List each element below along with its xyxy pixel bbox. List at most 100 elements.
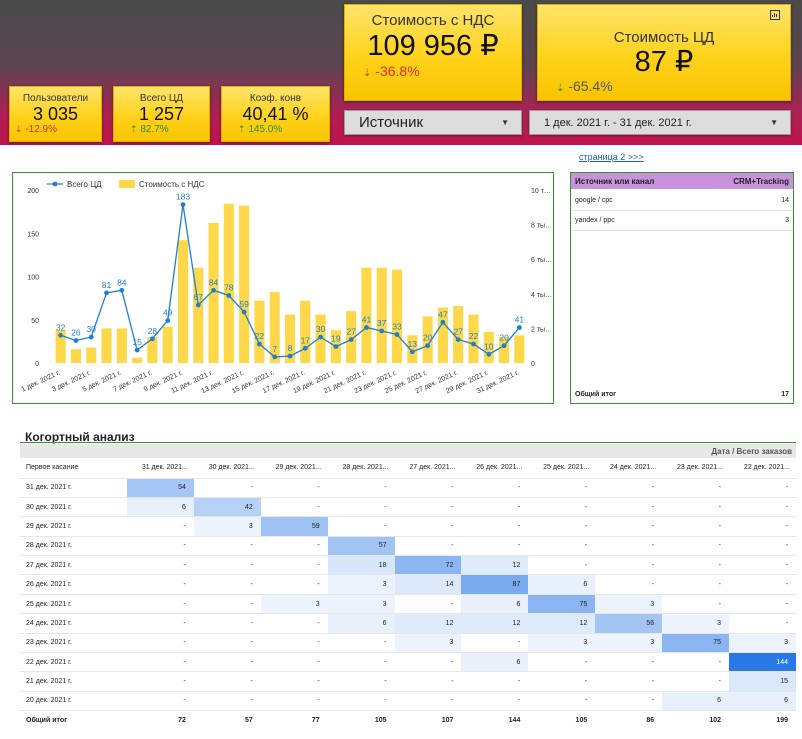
cohort-cell: - xyxy=(394,652,462,673)
line-point[interactable] xyxy=(471,341,476,347)
line-point[interactable] xyxy=(257,341,262,347)
line-point[interactable] xyxy=(440,319,446,325)
data-label: 49 xyxy=(163,308,173,318)
bar[interactable] xyxy=(300,300,311,363)
cohort-first-col-header[interactable]: Первое касание xyxy=(20,458,127,479)
data-label: 27 xyxy=(346,327,356,337)
bar[interactable] xyxy=(269,292,280,363)
bar[interactable] xyxy=(437,307,448,363)
cohort-cell: - xyxy=(528,671,596,692)
line-point[interactable] xyxy=(318,334,323,340)
bar[interactable] xyxy=(468,314,479,363)
data-label: 17 xyxy=(301,335,311,345)
cohort-column-header[interactable]: 29 дек. 2021... xyxy=(260,458,328,479)
bar[interactable] xyxy=(239,205,250,363)
line-point[interactable] xyxy=(119,287,125,293)
line-point[interactable] xyxy=(302,345,308,351)
line-point[interactable] xyxy=(58,332,63,338)
bar[interactable] xyxy=(361,267,372,363)
line-point[interactable] xyxy=(195,302,201,308)
bar[interactable] xyxy=(55,330,66,363)
page-2-link[interactable]: страница 2 >>> xyxy=(579,152,644,162)
line-point[interactable] xyxy=(134,347,140,353)
bar[interactable] xyxy=(162,326,173,363)
cohort-cell: - xyxy=(595,652,663,673)
line-point[interactable] xyxy=(455,337,461,342)
cohort-column-header[interactable]: 25 дек. 2021... xyxy=(528,458,596,479)
cohort-cell: - xyxy=(260,652,328,673)
cohort-column-header[interactable]: 28 дек. 2021... xyxy=(327,458,395,479)
source-table-row[interactable]: yandex / ppc 3 xyxy=(571,211,793,231)
cohort-column-header[interactable]: 23 дек. 2021... xyxy=(662,458,730,479)
line-point[interactable] xyxy=(486,351,492,357)
bar[interactable] xyxy=(422,316,433,363)
line-point[interactable] xyxy=(409,349,415,355)
line-point[interactable] xyxy=(287,353,293,359)
bar[interactable] xyxy=(483,331,494,363)
data-label: 84 xyxy=(117,277,127,287)
bar[interactable] xyxy=(147,337,158,363)
cohort-cell: - xyxy=(729,478,796,498)
bar[interactable] xyxy=(376,267,387,363)
cohort-cell: - xyxy=(193,574,261,595)
cohort-cell: - xyxy=(127,671,194,692)
bar[interactable] xyxy=(70,349,81,363)
line-point[interactable] xyxy=(165,318,171,323)
date-range-dropdown[interactable]: 1 дек. 2021 г. - 31 дек. 2021 г. ▼ xyxy=(529,110,791,135)
line-point[interactable] xyxy=(241,309,247,315)
bar[interactable] xyxy=(193,267,204,363)
cohort-column-header[interactable]: 26 дек. 2021... xyxy=(461,458,529,479)
source-table-row[interactable]: google / cpc 14 xyxy=(571,191,793,211)
data-label: 30 xyxy=(86,324,96,334)
bar[interactable] xyxy=(346,311,357,363)
bar[interactable] xyxy=(407,335,418,363)
kpi-total-cd-label: Всего ЦД xyxy=(139,93,184,104)
cohort-column-header[interactable]: 24 дек. 2021... xyxy=(595,458,663,479)
bar[interactable] xyxy=(392,269,403,363)
line-point[interactable] xyxy=(379,328,385,334)
bar[interactable] xyxy=(116,328,127,363)
bar[interactable] xyxy=(132,357,143,363)
bar[interactable] xyxy=(86,347,97,363)
arrow-down-icon: ⇣ xyxy=(15,124,23,134)
line-point[interactable] xyxy=(180,202,186,208)
line-point[interactable] xyxy=(425,343,430,349)
bar[interactable] xyxy=(101,328,112,363)
bar[interactable] xyxy=(208,222,219,363)
cohort-column-header[interactable]: 31 дек. 2021... xyxy=(127,458,194,479)
line-point[interactable] xyxy=(73,338,79,343)
bar[interactable] xyxy=(223,203,234,363)
cohort-column-header[interactable]: 30 дек. 2021... xyxy=(193,458,261,479)
line-point[interactable] xyxy=(211,287,216,293)
cohort-cell: - xyxy=(127,574,194,595)
line-point[interactable] xyxy=(517,325,522,330)
line-point[interactable] xyxy=(333,344,339,349)
line-point[interactable] xyxy=(501,343,507,349)
line-point[interactable] xyxy=(272,354,278,360)
source-filter-dropdown[interactable]: Источник ▼ xyxy=(344,110,522,135)
cohort-cell: - xyxy=(528,555,596,576)
cohort-cell: - xyxy=(461,633,529,654)
cohort-column-header[interactable]: 22 дек. 2021... xyxy=(729,458,796,479)
cohort-column-header[interactable]: 27 дек. 2021... xyxy=(394,458,462,479)
line-point[interactable] xyxy=(348,337,354,342)
cohort-cell: - xyxy=(327,633,395,654)
bar[interactable] xyxy=(453,305,464,363)
line-point[interactable] xyxy=(226,293,232,298)
line-point[interactable] xyxy=(88,334,94,340)
bar[interactable] xyxy=(285,314,296,363)
line-point[interactable] xyxy=(104,290,109,296)
chart-icon[interactable] xyxy=(770,10,780,20)
data-label: 41 xyxy=(515,315,525,325)
bar[interactable] xyxy=(254,300,265,363)
source-name: yandex / ppc xyxy=(575,217,615,224)
bar[interactable] xyxy=(514,335,525,363)
line-point[interactable] xyxy=(364,325,369,330)
bar[interactable] xyxy=(177,240,188,363)
line-point[interactable] xyxy=(150,336,155,342)
cohort-cell: - xyxy=(260,536,328,557)
bar[interactable] xyxy=(499,337,510,363)
cohort-cell: - xyxy=(127,691,194,712)
cohort-cell: - xyxy=(127,555,194,576)
line-point[interactable] xyxy=(394,332,400,337)
